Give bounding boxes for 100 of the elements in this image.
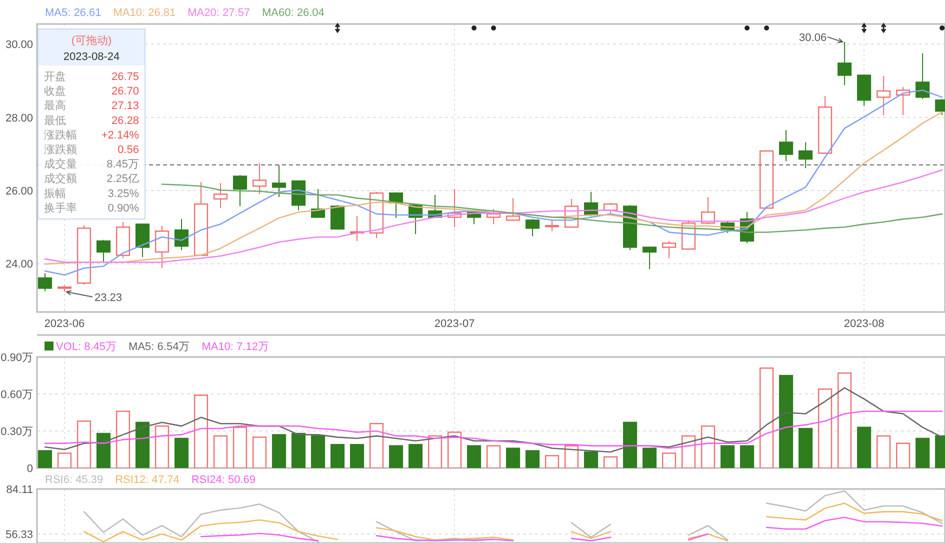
candlestick: [876, 75, 891, 116]
bar: [896, 442, 910, 468]
bar: [135, 422, 150, 468]
candlestick: [154, 226, 170, 269]
bar: [428, 435, 442, 468]
annotation: 涨跌额: [44, 143, 77, 156]
annotation: 开盘: [44, 71, 66, 83]
bar: [408, 444, 423, 468]
bar: [662, 452, 676, 468]
annotation: 23.23: [94, 292, 122, 304]
candlestick: [798, 142, 813, 169]
bar: [213, 435, 228, 468]
y-tick-label: 0.30万: [0, 426, 33, 438]
text: RSI24: 50.69: [191, 474, 256, 486]
annotation: 8.45万: [106, 158, 139, 171]
annotation: 收盘: [44, 86, 66, 98]
bar: [330, 444, 345, 468]
annotation: (可拖动): [71, 35, 112, 47]
candlestick: [838, 41, 852, 86]
line-series: [44, 387, 943, 453]
annotation: 30.06: [799, 32, 827, 44]
bar: [701, 425, 716, 468]
y-tick-label: 0: [26, 463, 33, 475]
text: MA60: 26.04: [262, 7, 324, 19]
bar: [174, 438, 189, 468]
bar: [642, 448, 657, 468]
annotation: 涨跌幅: [44, 129, 77, 142]
bar: [38, 450, 52, 468]
text: MA5: 26.61: [45, 7, 102, 19]
bar: [798, 428, 813, 468]
annotation: 成交额: [44, 172, 77, 186]
annotation: 2.25亿: [106, 173, 139, 186]
bar: [876, 435, 891, 468]
line-series: [44, 410, 943, 449]
x-tick-label: 2023-08: [844, 318, 884, 330]
candlestick: [447, 188, 462, 228]
bar: [526, 450, 540, 468]
bar: [760, 368, 774, 468]
bar: [369, 423, 384, 468]
bar: [154, 425, 170, 468]
bar: [57, 452, 72, 468]
bar: [232, 426, 248, 468]
bar: [467, 445, 482, 468]
bar: [506, 448, 520, 468]
annotation: 26.70: [111, 86, 139, 98]
bar: [720, 445, 735, 468]
bar: [76, 420, 92, 468]
bar: [310, 435, 326, 468]
bar: [740, 445, 754, 468]
candlestick: [213, 182, 228, 209]
y-tick-label: 0.90万: [0, 352, 33, 364]
text: MA10: 26.81: [113, 7, 176, 19]
y-tick-label: 0.60万: [0, 389, 33, 401]
y-tick-label: 24.00: [5, 258, 33, 271]
y-tick-label: 30.00: [5, 39, 33, 52]
annotation: 2023-08-24: [63, 51, 120, 63]
line-series: [44, 169, 943, 263]
bar: [682, 435, 696, 468]
bar: [604, 456, 618, 468]
candlestick: [350, 216, 364, 242]
y-tick-label: 84.11: [6, 484, 33, 496]
bar: [545, 455, 560, 468]
bar: [96, 432, 111, 468]
bar: [486, 445, 501, 468]
bar: [291, 432, 306, 468]
annotation: 27.13: [111, 100, 139, 112]
bar: [623, 422, 638, 468]
y-tick-label: 26.00: [5, 186, 33, 198]
text: MA20: 27.57: [188, 7, 250, 19]
y-tick-label: 28.00: [5, 112, 33, 124]
bar: [194, 394, 208, 468]
annotation: 26.75: [111, 71, 139, 83]
y-tick-label: 56.33: [5, 529, 33, 542]
bar: [447, 432, 462, 468]
legend-label: VOL: 8.45万: [56, 341, 117, 353]
annotation: +2.14%: [101, 129, 140, 142]
bar: [564, 445, 579, 468]
annotation: 最高: [44, 99, 66, 112]
annotation: 成交量: [44, 158, 77, 171]
annotation: 0.56: [118, 144, 139, 156]
annotation: 3.25%: [108, 188, 140, 200]
bar: [350, 444, 364, 468]
bar: [252, 436, 267, 468]
text: MA10: 7.12万: [202, 341, 269, 353]
text: RSI12: 47.74: [115, 474, 180, 486]
bar: [916, 438, 930, 468]
x-tick-label: 2023-07: [434, 318, 475, 330]
bar: [779, 374, 794, 468]
annotation: 0.90%: [108, 202, 140, 214]
text: RSI6: 45.39: [45, 474, 104, 486]
bar: [116, 410, 130, 468]
x-tick-label: 2023-06: [44, 318, 85, 330]
annotation: 最低: [44, 114, 66, 127]
candlestick: [272, 164, 286, 198]
bar: [838, 372, 852, 468]
bar: [857, 426, 872, 468]
bar: [584, 451, 598, 468]
bar: [388, 445, 404, 468]
bar: [818, 388, 832, 468]
annotation: 26.28: [111, 114, 139, 127]
